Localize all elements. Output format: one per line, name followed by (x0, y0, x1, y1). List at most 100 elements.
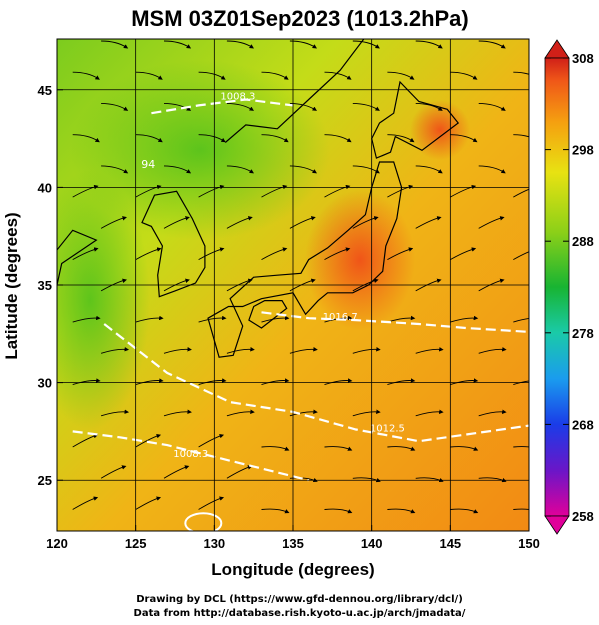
streamline (100, 278, 127, 292)
streamline (324, 378, 353, 386)
streamline (513, 71, 529, 75)
y-tick-label: 30 (38, 376, 52, 391)
streamline (450, 71, 478, 80)
streamline (226, 409, 255, 417)
coastline (57, 229, 98, 286)
streamline (135, 378, 164, 386)
y-tick-label: 25 (38, 473, 52, 488)
y-tick-label: 35 (38, 278, 52, 293)
streamline (352, 216, 379, 229)
streamline (450, 184, 477, 198)
streamline (415, 347, 444, 354)
streamline (226, 216, 253, 229)
streamline (289, 165, 317, 174)
streamline (478, 40, 506, 49)
streamline (478, 278, 505, 292)
streamline (387, 184, 414, 198)
streamline (226, 40, 254, 49)
streamline (478, 165, 506, 174)
streamline (415, 278, 442, 292)
streamline (289, 347, 318, 354)
streamline (478, 216, 505, 229)
streamline (198, 433, 225, 448)
y-tick-label: 45 (38, 83, 52, 98)
streamline (226, 102, 254, 111)
colorbar-tick-label: 278 (572, 326, 594, 341)
streamline (324, 446, 353, 451)
streamline (513, 188, 529, 198)
isobar-label: 1016.7 (323, 312, 358, 323)
cool-region-west (57, 170, 150, 430)
streamline (387, 134, 415, 143)
streamline (352, 347, 381, 354)
streamline (387, 378, 416, 386)
streamline (478, 409, 507, 417)
streamline (261, 446, 290, 451)
streamline (261, 184, 288, 198)
x-tick-label: 140 (361, 536, 383, 551)
colorbar-tick-label: 308 (572, 51, 594, 66)
streamline (72, 315, 101, 323)
streamline (415, 409, 444, 417)
streamline (513, 380, 529, 386)
streamline (478, 347, 507, 354)
streamline (198, 378, 227, 386)
streamline (352, 40, 380, 49)
streamline (135, 71, 163, 80)
streamline (100, 216, 127, 229)
streamline (450, 247, 477, 260)
streamline (163, 278, 190, 292)
streamline (226, 347, 255, 354)
x-tick-label: 150 (518, 536, 540, 551)
isobar-label: 1008.3 (173, 449, 208, 460)
streamline (198, 496, 225, 510)
streamline (135, 247, 162, 260)
chart-title: MSM 03Z01Sep2023 (1013.2hPa) (131, 6, 469, 31)
streamline (198, 134, 226, 143)
streamline (261, 247, 288, 260)
streamline (72, 134, 100, 143)
y-axis: 25 30 35 40 45 (38, 83, 63, 488)
colorbar-tick-label: 268 (572, 417, 594, 432)
streamline (352, 278, 379, 292)
low-pressure-contour (184, 512, 223, 531)
streamline (198, 184, 225, 198)
streamline (226, 278, 253, 292)
streamline (163, 40, 192, 49)
colorbar-bottom-arrow (544, 515, 570, 535)
streamline (135, 184, 162, 198)
streamline (163, 102, 192, 111)
hot-region-japan (305, 190, 415, 330)
streamline (387, 247, 414, 260)
isobar-contour (151, 98, 294, 115)
streamline (72, 247, 99, 260)
colorbar-top-arrow (544, 39, 570, 59)
x-tick-label: 120 (46, 536, 68, 551)
grid-lines (57, 39, 529, 531)
isobar-contour (261, 311, 529, 333)
coastline (141, 190, 206, 298)
streamline (261, 508, 290, 514)
x-tick-label: 125 (125, 536, 147, 551)
streamline (513, 318, 529, 323)
streamline (478, 102, 506, 111)
streamline (289, 216, 316, 229)
streamline (163, 465, 190, 479)
streamline (135, 433, 162, 448)
coastline (248, 300, 288, 329)
x-axis: 120 125 130 135 140 145 150 (46, 525, 540, 551)
credit-data: Data from http://database.rish.kyoto-u.a… (133, 608, 466, 619)
streamline (72, 378, 101, 386)
temperature-contour-label: 94 (141, 158, 155, 171)
isobar-contour (72, 430, 309, 482)
streamline (163, 165, 192, 174)
coastline (207, 161, 403, 358)
streamline (513, 508, 529, 510)
streamline (198, 247, 225, 260)
streamline (101, 165, 129, 174)
streamline (415, 102, 443, 111)
x-tick-label: 135 (282, 536, 304, 551)
streamline (289, 102, 317, 111)
streamline (72, 433, 99, 448)
